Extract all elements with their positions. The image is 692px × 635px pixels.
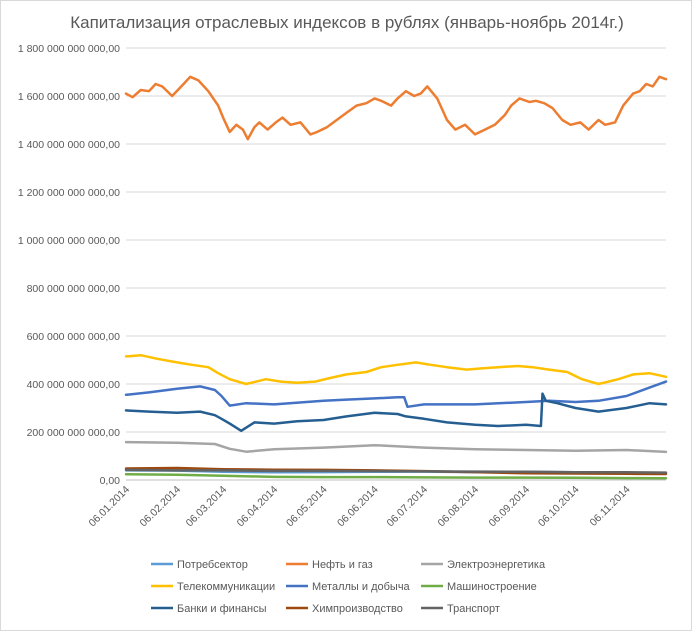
y-tick-label: 1 800 000 000 000,00 xyxy=(18,43,120,55)
x-tick-label: 06.05.2014 xyxy=(284,484,330,530)
legend-label: Химпроизводство xyxy=(312,603,403,615)
y-tick-label: 400 000 000 000,00 xyxy=(27,379,121,391)
x-tick-label: 06.08.2014 xyxy=(435,484,481,530)
legend-label: Банки и финансы xyxy=(177,603,267,615)
x-tick-label: 06.07.2014 xyxy=(384,484,430,530)
legend-label: Транспорт xyxy=(447,603,500,615)
chart-title: Капитализация отраслевых индексов в рубл… xyxy=(70,13,624,32)
y-tick-label: 1 400 000 000 000,00 xyxy=(18,139,120,151)
series-line xyxy=(124,468,668,474)
x-tick-label: 06.10.2014 xyxy=(536,484,582,530)
series-line xyxy=(124,380,668,409)
x-tick-label: 06.02.2014 xyxy=(138,484,184,530)
y-tick-label: 1 000 000 000 000,00 xyxy=(18,235,120,247)
series-line xyxy=(124,472,668,480)
y-tick-label: 1 600 000 000 000,00 xyxy=(18,91,120,103)
series-line xyxy=(124,75,668,141)
legend-label: Электроэнергетика xyxy=(447,559,546,571)
legend-label: Машиностроение xyxy=(447,581,537,593)
x-tick-label: 06.03.2014 xyxy=(184,484,230,530)
series-line xyxy=(124,353,668,386)
x-tick-label: 06.04.2014 xyxy=(235,484,281,530)
y-tick-label: 1 200 000 000 000,00 xyxy=(18,187,120,199)
legend-label: Металлы и добыча xyxy=(312,581,411,593)
y-tick-label: 600 000 000 000,00 xyxy=(27,331,121,343)
x-tick-label: 06.11.2014 xyxy=(588,484,633,529)
x-tick-label: 06.06.2014 xyxy=(335,484,381,530)
series-line xyxy=(124,440,668,454)
x-tick-label: 06.09.2014 xyxy=(487,484,533,530)
legend-label: Потребсектор xyxy=(177,559,248,571)
y-tick-label: 200 000 000 000,00 xyxy=(27,427,121,439)
y-tick-label: 800 000 000 000,00 xyxy=(27,283,121,295)
series-line xyxy=(124,392,668,433)
legend-label: Нефть и газ xyxy=(312,559,373,571)
x-tick-label: 06.01.2014 xyxy=(86,484,132,530)
y-tick-label: 0,00 xyxy=(100,475,121,487)
legend-label: Телекоммуникации xyxy=(177,581,275,593)
